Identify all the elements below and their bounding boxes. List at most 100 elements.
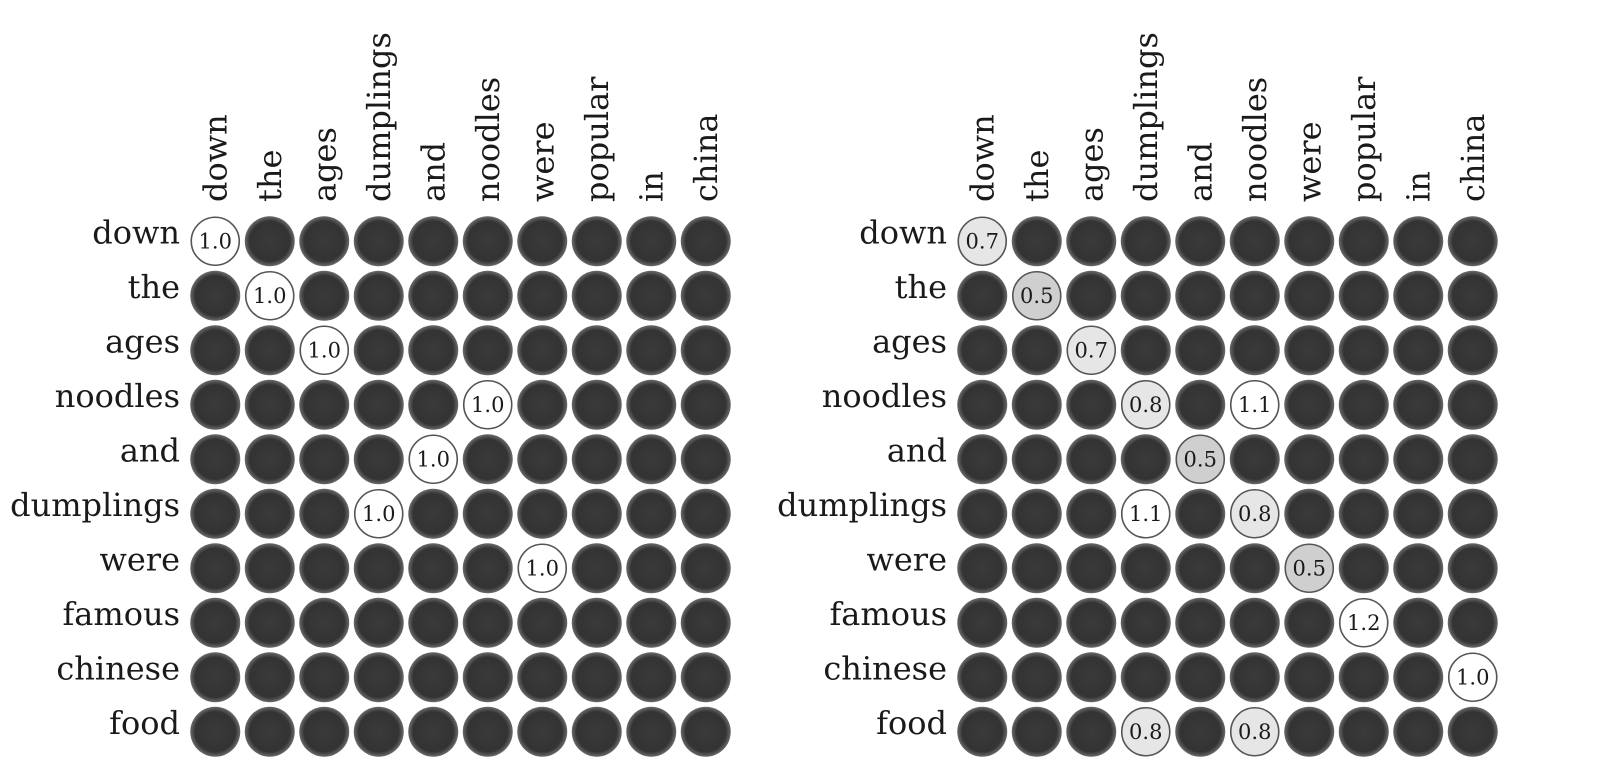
cell-empty (680, 434, 731, 485)
cell-empty (957, 597, 1008, 648)
cell-empty (244, 706, 295, 757)
cell-empty (680, 216, 731, 267)
column-label-were: were (523, 121, 561, 202)
cell-empty (299, 216, 350, 267)
row-label-ages: ages (872, 322, 947, 360)
cell-empty (190, 597, 241, 648)
column-label-and: and (1181, 142, 1219, 202)
cell-empty (680, 543, 731, 594)
cell-empty (244, 652, 295, 703)
column-label-china: china (687, 114, 725, 202)
cell-value-label: 1.0 (1456, 665, 1489, 689)
cell-empty (957, 652, 1008, 703)
cell-value-label: 1.0 (253, 284, 286, 308)
cell-empty (1447, 488, 1498, 539)
cell-empty (680, 325, 731, 376)
column-label-down: down (963, 114, 1001, 202)
cell-empty (408, 216, 459, 267)
column-label-down: down (196, 114, 234, 202)
cell-empty (957, 706, 1008, 757)
cell-empty (462, 488, 513, 539)
cell-empty (1175, 379, 1226, 430)
cell-empty (680, 652, 731, 703)
cell-empty (957, 270, 1008, 321)
cell-empty (1393, 379, 1444, 430)
cell-empty (517, 434, 568, 485)
cell-highlight (1011, 270, 1062, 321)
cell-empty (1447, 434, 1498, 485)
cell-empty (353, 270, 404, 321)
column-label-the: the (1018, 150, 1056, 202)
cell-empty (299, 488, 350, 539)
cell-value-label: 1.0 (471, 393, 504, 417)
row-label-dumplings: dumplings (777, 486, 947, 524)
cell-empty (1175, 706, 1226, 757)
cell-empty (408, 325, 459, 376)
cell-highlight (1447, 652, 1498, 703)
cell-empty (299, 270, 350, 321)
cell-empty (680, 488, 731, 539)
cell-empty (626, 434, 677, 485)
row-label-were: were (866, 540, 947, 578)
cell-empty (190, 325, 241, 376)
cell-empty (571, 706, 622, 757)
cell-empty (1229, 434, 1280, 485)
row-label-down: down (859, 213, 947, 251)
cell-empty (462, 706, 513, 757)
cell-empty (1120, 270, 1171, 321)
cell-value-label: 0.7 (966, 229, 999, 253)
row-label-chinese: chinese (823, 649, 947, 687)
cell-empty (1447, 325, 1498, 376)
cell-empty (462, 325, 513, 376)
cell-empty (1066, 488, 1117, 539)
cell-empty (626, 379, 677, 430)
cell-empty (1393, 270, 1444, 321)
cell-empty (408, 270, 459, 321)
cell-empty (626, 543, 677, 594)
cell-empty (680, 706, 731, 757)
cell-empty (244, 434, 295, 485)
cell-empty (1011, 434, 1062, 485)
cell-value-label: 1.1 (1238, 393, 1271, 417)
cell-empty (353, 216, 404, 267)
cell-empty (1284, 216, 1335, 267)
cell-empty (190, 706, 241, 757)
cell-empty (1447, 216, 1498, 267)
cell-highlight (517, 543, 568, 594)
cell-empty (1338, 325, 1389, 376)
cell-highlight (1066, 325, 1117, 376)
cell-empty (1393, 216, 1444, 267)
cell-empty (299, 706, 350, 757)
cell-highlight (408, 434, 459, 485)
cell-empty (244, 216, 295, 267)
cell-empty (1393, 652, 1444, 703)
row-label-and: and (887, 431, 947, 469)
cell-empty (299, 543, 350, 594)
row-label-the: the (128, 268, 180, 306)
cell-empty (353, 379, 404, 430)
cell-empty (353, 652, 404, 703)
cell-empty (1066, 706, 1117, 757)
row-label-famous: famous (62, 595, 180, 633)
cell-empty (408, 597, 459, 648)
cell-highlight (1338, 597, 1389, 648)
cell-empty (353, 434, 404, 485)
cell-empty (1066, 379, 1117, 430)
cell-empty (1120, 597, 1171, 648)
cell-value-label: 0.8 (1238, 720, 1271, 744)
cell-empty (1066, 270, 1117, 321)
cell-empty (190, 379, 241, 430)
cell-empty (1284, 488, 1335, 539)
cell-empty (1120, 216, 1171, 267)
cell-empty (1393, 325, 1444, 376)
cell-empty (1229, 325, 1280, 376)
cell-empty (353, 543, 404, 594)
cell-empty (957, 488, 1008, 539)
row-label-food: food (876, 704, 947, 742)
cell-empty (408, 652, 459, 703)
cell-value-label: 0.5 (1293, 556, 1326, 580)
cell-empty (1175, 543, 1226, 594)
column-label-in: in (632, 171, 670, 202)
cell-empty (353, 325, 404, 376)
